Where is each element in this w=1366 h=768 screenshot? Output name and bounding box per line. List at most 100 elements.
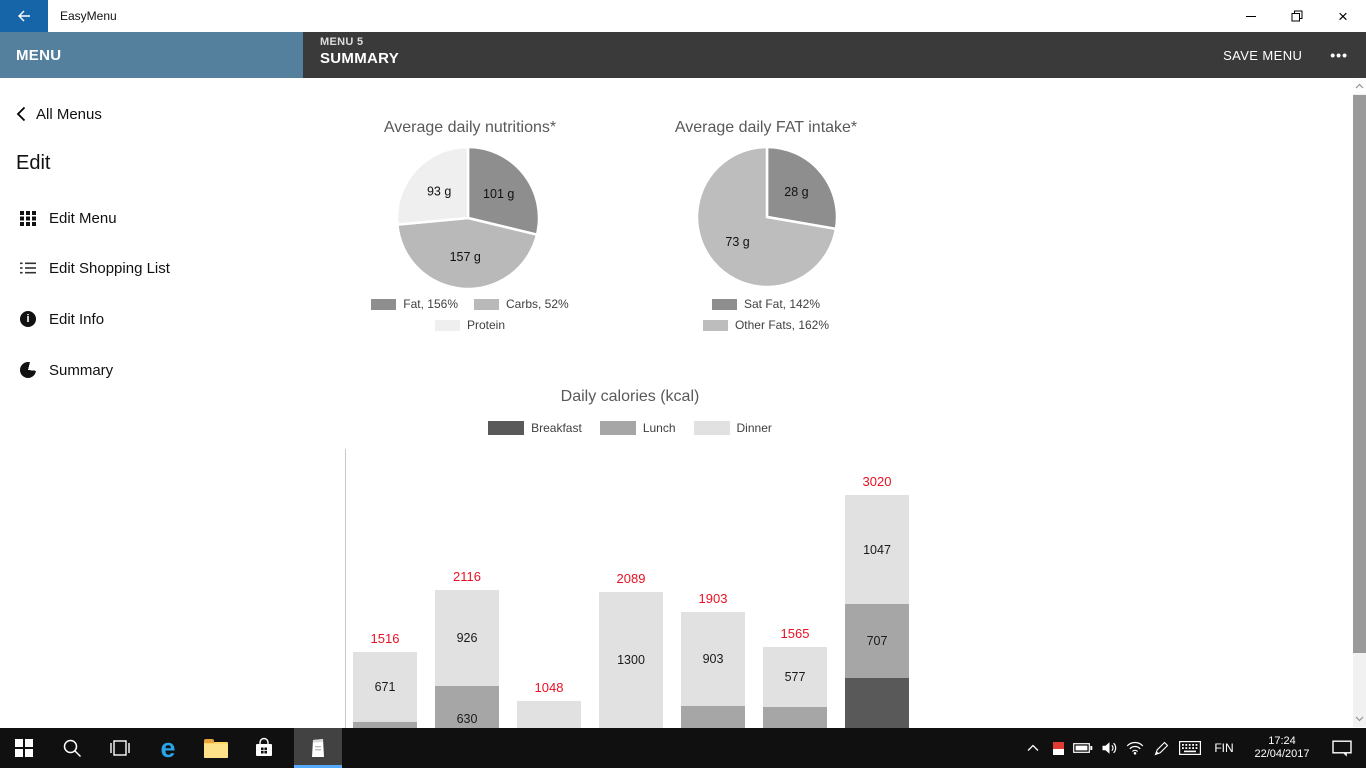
edge-button[interactable]: e <box>144 728 192 768</box>
bar-dinner-value-label: 577 <box>784 670 806 685</box>
tray-app-button[interactable] <box>1046 728 1070 768</box>
bar-dinner-value-label: 903 <box>702 651 724 666</box>
pie-slice-value: 101 g <box>483 187 514 201</box>
legend-label: Carbs, 52% <box>506 297 569 311</box>
bar-chart-y-axis <box>345 449 346 768</box>
task-view-button[interactable] <box>96 728 144 768</box>
sidebar-item-edit-shopping-list[interactable]: Edit Shopping List <box>20 252 280 284</box>
header: MENU MENU 5 SUMMARY SAVE MENU ••• <box>0 32 1366 78</box>
page-title: SUMMARY <box>320 49 400 67</box>
legend-label: Protein <box>466 318 506 332</box>
protein-swatch <box>434 319 460 331</box>
legend-item-dinner: Dinner <box>693 421 772 435</box>
edit-section-title: Edit <box>16 152 51 174</box>
pie-slice-value: 93 g <box>427 185 451 199</box>
bar-lunch-value-label: 707 <box>866 634 888 649</box>
pie-slice-value: 157 g <box>450 250 481 264</box>
header-menu-pane: MENU <box>0 32 303 78</box>
restore-icon <box>1291 10 1303 22</box>
file-explorer-button[interactable] <box>192 728 240 768</box>
bar-dinner-value-label: 1300 <box>617 653 645 668</box>
all-menus-button[interactable]: All Menus <box>16 100 102 128</box>
other-fats-swatch <box>702 319 728 331</box>
scroll-down-button[interactable] <box>1353 711 1366 727</box>
window-controls: × <box>1228 0 1366 32</box>
more-button[interactable]: ••• <box>1330 47 1348 63</box>
sidebar-item-label: Edit Shopping List <box>49 259 170 277</box>
bar-total-label: 1565 <box>780 625 810 641</box>
edge-icon: e <box>160 732 176 763</box>
language-indicator[interactable]: FIN <box>1214 741 1234 755</box>
bar-segment-dinner <box>763 646 827 708</box>
chevron-down-icon <box>1355 716 1364 722</box>
calories-legend: Breakfast Lunch Dinner <box>430 421 830 435</box>
legend-item-protein: Protein <box>434 318 506 332</box>
pie-slice-protein <box>396 146 470 227</box>
pie-slice-fat <box>466 146 540 237</box>
legend-label: Other Fats, 162% <box>734 318 830 332</box>
active-app-underline <box>294 765 342 768</box>
fat-swatch <box>371 298 397 310</box>
minimize-button[interactable] <box>1228 0 1274 32</box>
sat-fat-swatch <box>711 298 737 310</box>
all-menus-label: All Menus <box>36 105 102 123</box>
chevron-up-icon <box>1027 744 1039 751</box>
close-button[interactable]: × <box>1320 0 1366 32</box>
keyboard-icon <box>1179 741 1201 755</box>
save-menu-button[interactable]: SAVE MENU <box>1223 47 1303 63</box>
nutrition-pie-legend: Fat, 156% Carbs, 52% Protein <box>340 297 600 332</box>
bar-dinner-value-label: 1047 <box>863 542 891 557</box>
legend-item-lunch: Lunch <box>599 421 676 435</box>
nutrition-pie-title: Average daily nutritions* <box>383 119 557 136</box>
restore-button[interactable] <box>1274 0 1320 32</box>
bar-segment-lunch <box>845 604 909 679</box>
windows-ink-button[interactable] <box>1148 728 1174 768</box>
pen-icon <box>1154 741 1168 755</box>
red-app-icon <box>1052 741 1064 755</box>
fat-pie-title: Average daily FAT intake* <box>674 119 858 136</box>
sidebar-item-edit-info[interactable]: i Edit Info <box>20 303 280 335</box>
folder-icon <box>204 738 228 758</box>
sidebar-item-label: Edit Info <box>49 310 105 328</box>
pie-slice-carbs <box>396 216 539 290</box>
wifi-button[interactable] <box>1122 728 1148 768</box>
sidebar-item-summary[interactable]: Summary <box>20 354 280 386</box>
system-tray: FIN 17:24 22/04/2017 <box>1020 728 1366 768</box>
tray-date: 22/04/2017 <box>1254 748 1310 760</box>
show-hidden-icons-button[interactable] <box>1020 728 1046 768</box>
legend-label: Fat, 156% <box>403 297 458 311</box>
app-title: EasyMenu <box>60 9 117 23</box>
clock[interactable]: 17:24 22/04/2017 <box>1242 728 1322 768</box>
header-actions: SAVE MENU ••• <box>1223 32 1366 78</box>
bar-dinner-value-label: 926 <box>456 630 478 645</box>
sidebar-item-label: Edit Menu <box>49 209 117 227</box>
sidebar-item-edit-menu[interactable]: Edit Menu <box>20 202 280 234</box>
easymenu-taskbar-button[interactable] <box>294 728 342 768</box>
legend-item-carbs: Carbs, 52% <box>474 297 569 311</box>
scroll-up-button[interactable] <box>1353 78 1366 94</box>
wifi-icon <box>1126 742 1144 755</box>
scrollbar-track[interactable] <box>1353 78 1366 727</box>
bar-segment-dinner <box>599 592 663 728</box>
fat-pie-legend: Sat Fat, 142% Other Fats, 162% <box>666 297 866 332</box>
scrollbar-thumb[interactable] <box>1353 95 1366 653</box>
task-view-icon <box>110 740 130 756</box>
sidebar-item-label: Summary <box>49 361 114 379</box>
bar-segment-dinner <box>845 495 909 605</box>
chevron-up-icon <box>1355 83 1364 89</box>
pie-slice-other-fats <box>696 146 838 288</box>
search-button[interactable] <box>48 728 96 768</box>
battery-button[interactable] <box>1070 728 1096 768</box>
store-button[interactable] <box>240 728 288 768</box>
grid-icon <box>20 210 36 226</box>
calories-chart-title: Daily calories (kcal) <box>560 388 700 405</box>
titlebar-back-button[interactable] <box>0 0 48 32</box>
volume-button[interactable] <box>1096 728 1122 768</box>
touch-keyboard-button[interactable] <box>1174 728 1206 768</box>
action-center-button[interactable] <box>1322 728 1362 768</box>
start-button[interactable] <box>0 728 48 768</box>
pie-slice-sat-fat <box>765 146 838 231</box>
bar-lunch-value-label: 630 <box>456 711 478 726</box>
bar-segment-dinner <box>681 611 745 706</box>
